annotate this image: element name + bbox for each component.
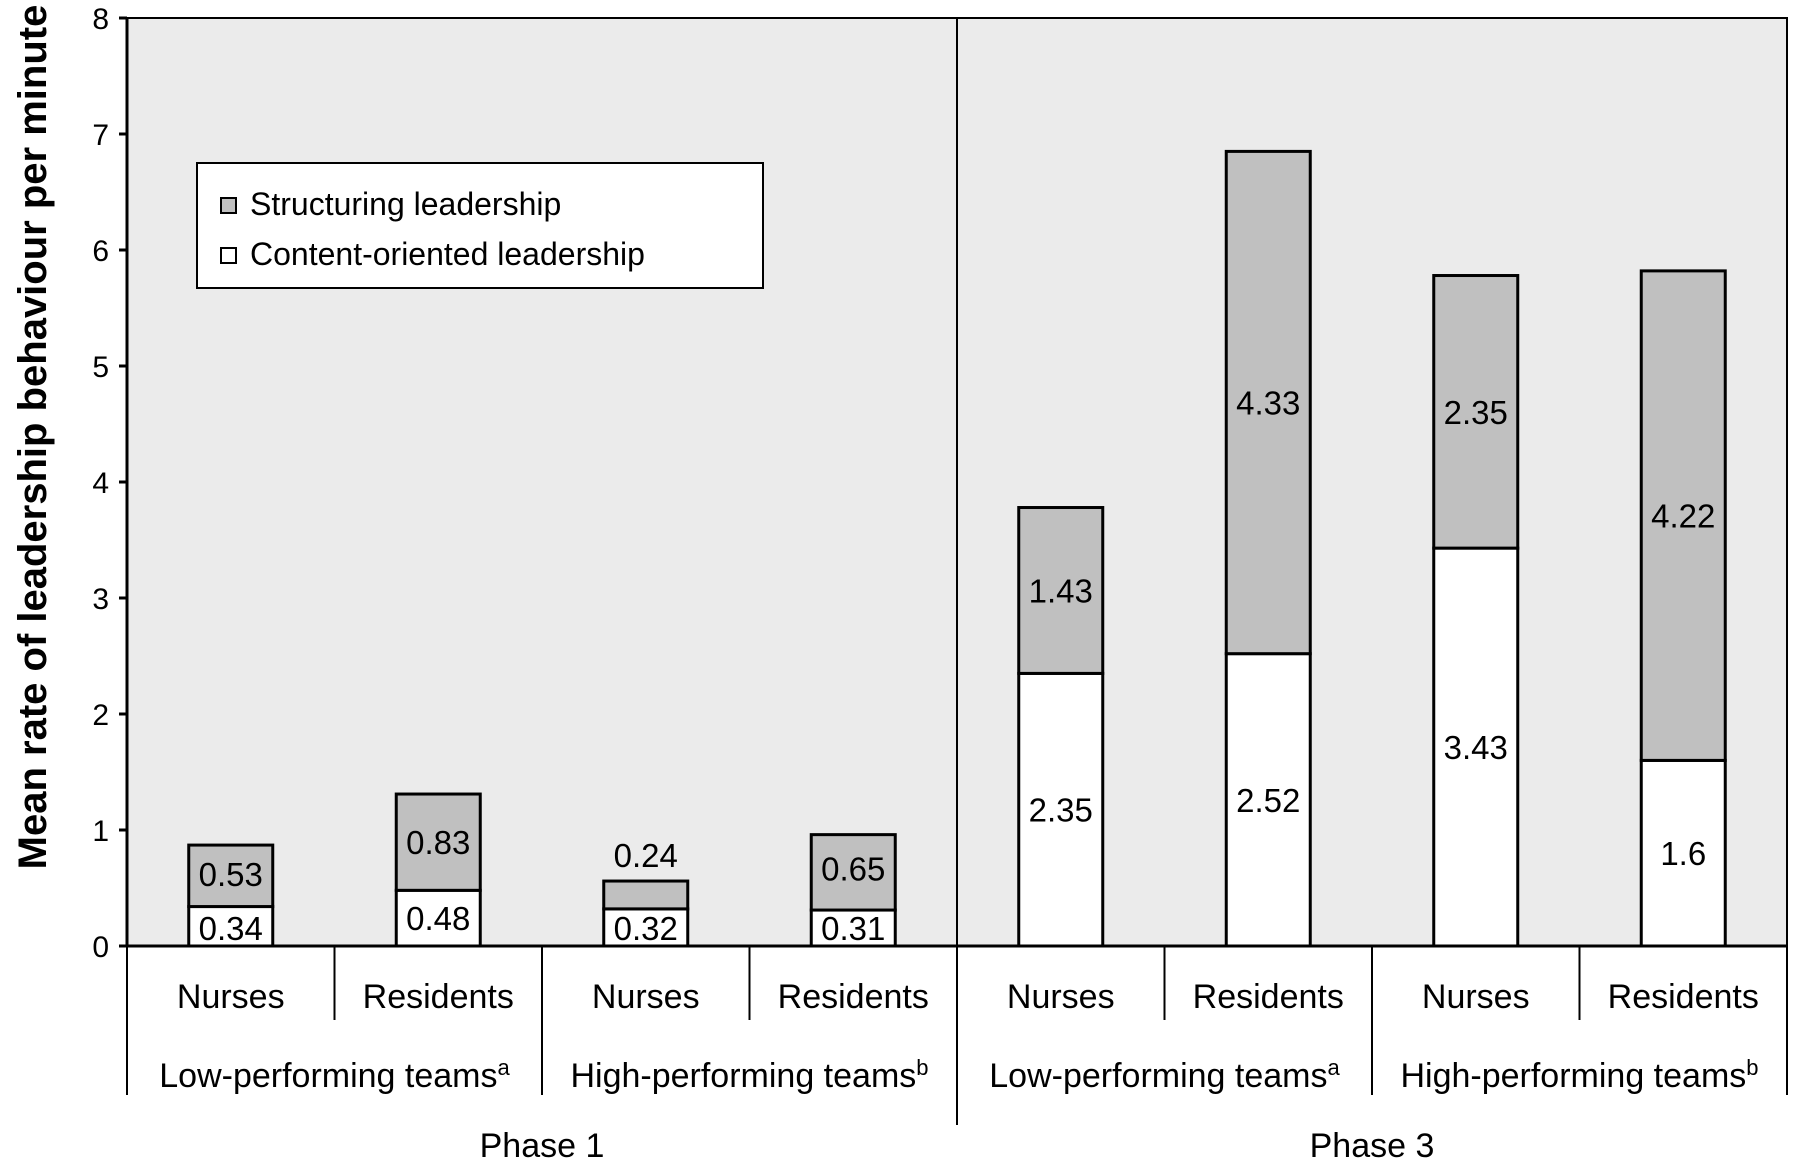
bar-content-oriented	[394, 888, 482, 948]
data-label-content-oriented: 1.6	[1660, 835, 1706, 872]
phase-label: Phase 1	[480, 1127, 605, 1165]
category-label: Nurses	[1422, 978, 1530, 1016]
phase-label: Phase 3	[1310, 1127, 1435, 1165]
y-tick-label: 3	[92, 583, 109, 616]
data-labels-layer: 0.34 0.53 0.48 0.83 0.32 0.24 0.31 0.65 2.35 1.43…	[199, 385, 1716, 947]
data-label-content-oriented: 2.52	[1236, 782, 1300, 819]
data-label-structuring: 4.33	[1236, 385, 1300, 422]
category-label: Nurses	[592, 978, 700, 1016]
bar-structuring	[1224, 149, 1312, 656]
legend-box	[196, 162, 764, 289]
data-label-structuring: 0.24	[614, 837, 678, 874]
y-tick-label: 5	[92, 351, 109, 384]
bar-structuring	[1432, 274, 1520, 550]
data-label-content-oriented: 0.34	[199, 910, 263, 947]
data-label-content-oriented: 2.35	[1029, 792, 1093, 829]
bar-structuring	[1017, 506, 1105, 675]
x-axis-labels: Nurses Residents Nurses Residents Nurses Resi…	[126, 946, 1788, 1165]
bar-content-oriented	[809, 908, 897, 948]
bars-layer	[187, 149, 1727, 948]
category-label: Nurses	[1007, 978, 1115, 1016]
group-label: Low-performing teamsa	[159, 1055, 510, 1095]
data-label-structuring: 0.53	[199, 856, 263, 893]
data-label-structuring: 0.83	[406, 824, 470, 861]
category-label: Residents	[363, 978, 514, 1016]
legend-label: Structuring leadership	[250, 186, 561, 222]
data-label-structuring: 1.43	[1029, 572, 1093, 609]
data-label-structuring: 2.35	[1444, 394, 1508, 431]
category-label: Residents	[778, 978, 929, 1016]
y-tick-label: 0	[92, 931, 109, 964]
group-label: High-performing teamsb	[570, 1055, 928, 1095]
data-label-content-oriented: 0.32	[614, 910, 678, 947]
data-label-content-oriented: 0.48	[406, 900, 470, 937]
bar-content-oriented	[602, 907, 690, 948]
y-tick-label: 1	[92, 815, 109, 848]
bar-structuring	[187, 843, 275, 909]
y-axis-label: Mean rate of leadership behaviour per mi…	[11, 5, 55, 870]
bar-structuring	[1639, 269, 1727, 762]
bar-structuring	[394, 792, 482, 892]
bar-content-oriented	[1224, 652, 1312, 948]
category-label: Residents	[1608, 978, 1759, 1016]
y-tick-label: 7	[92, 119, 109, 152]
group-label: Low-performing teamsa	[989, 1055, 1340, 1095]
legend: Structuring leadership Content-oriented l…	[196, 162, 764, 289]
data-label-structuring: 0.65	[821, 851, 885, 888]
category-label: Residents	[1193, 978, 1344, 1016]
y-tick-label: 4	[92, 467, 109, 500]
group-label: High-performing teamsb	[1400, 1055, 1758, 1095]
y-tick-label: 2	[92, 699, 109, 732]
legend-swatch	[220, 197, 237, 214]
data-label-content-oriented: 0.31	[821, 910, 885, 947]
data-label-content-oriented: 3.43	[1444, 729, 1508, 766]
y-tick-label: 6	[92, 235, 109, 268]
bar-content-oriented	[1639, 758, 1727, 948]
bar-content-oriented	[1017, 671, 1105, 948]
legend-swatch	[220, 247, 237, 264]
bar-structuring	[602, 879, 690, 911]
y-tick-label: 8	[92, 3, 109, 36]
data-label-structuring: 4.22	[1651, 498, 1715, 535]
bar-structuring	[809, 833, 897, 912]
legend-label: Content-oriented leadership	[250, 236, 645, 272]
category-label: Nurses	[177, 978, 285, 1016]
